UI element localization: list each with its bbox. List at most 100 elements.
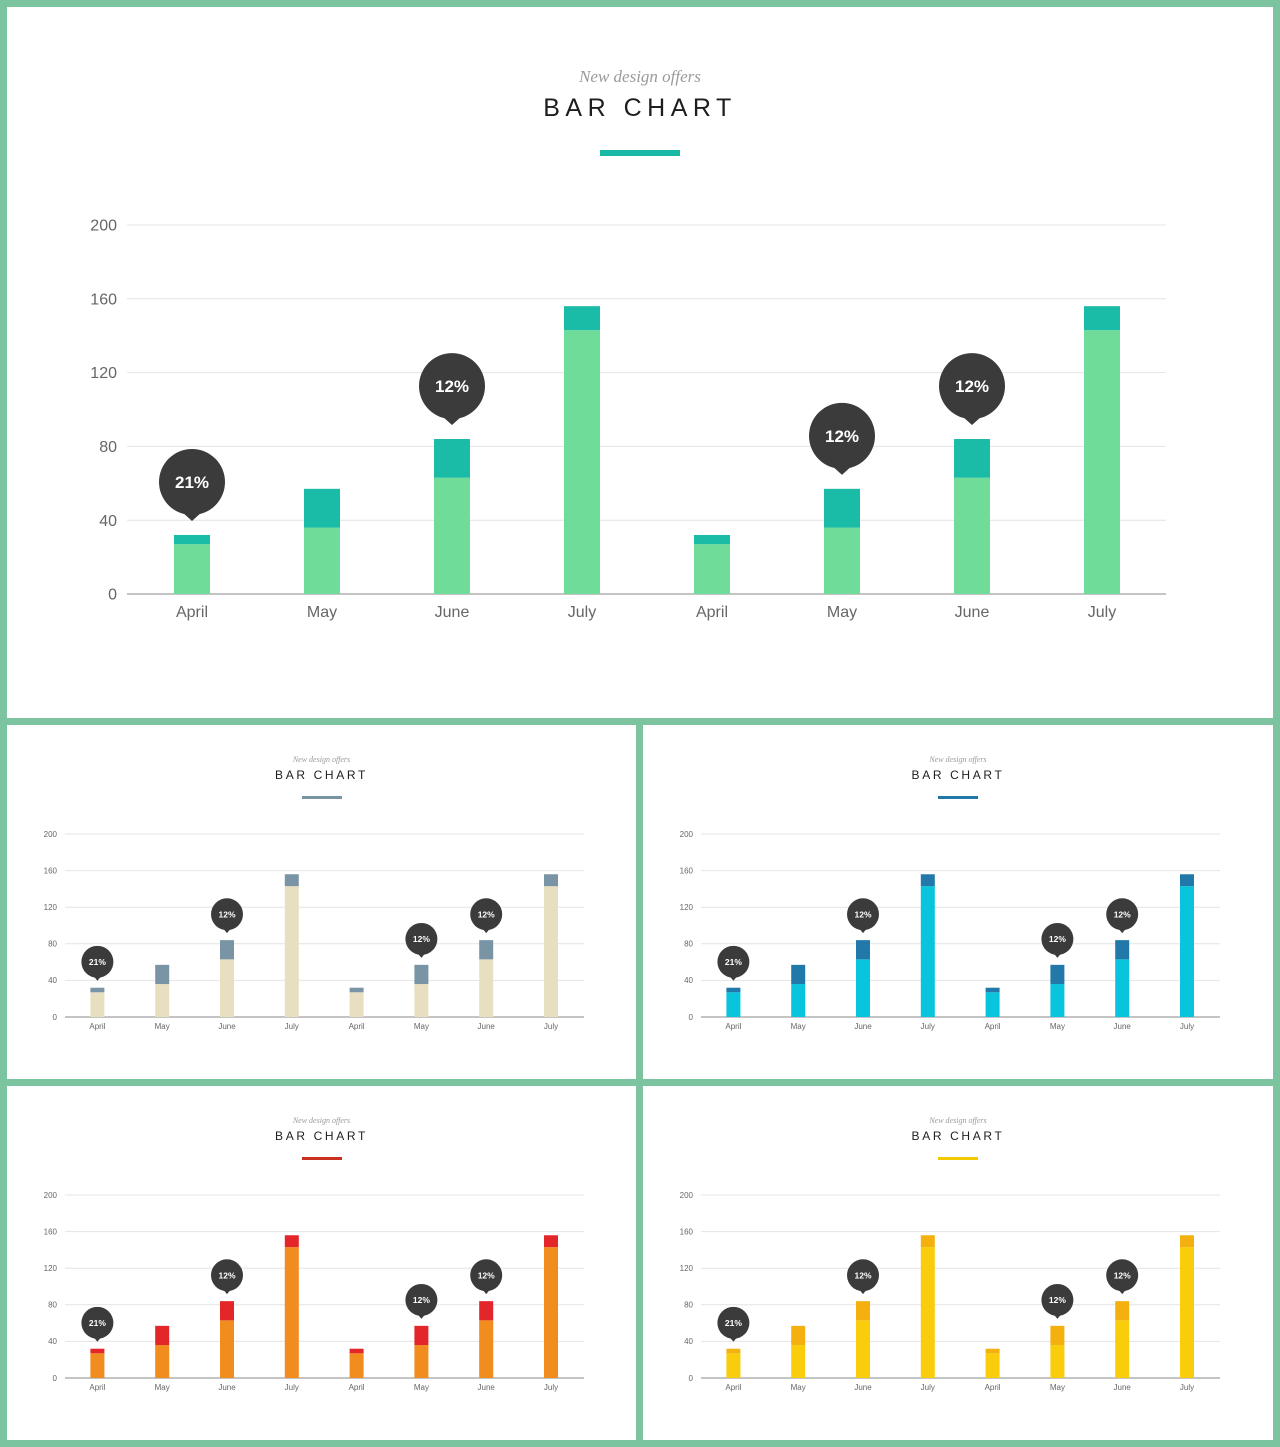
y-tick-label: 200 bbox=[44, 1191, 58, 1200]
y-tick-label: 120 bbox=[680, 903, 694, 912]
bar-base bbox=[1180, 886, 1194, 1017]
x-tick-label: July bbox=[921, 1022, 935, 1031]
bubble-pointer bbox=[1052, 1312, 1063, 1319]
bar-base bbox=[920, 1247, 935, 1378]
annotation-bubble: 12% bbox=[1041, 1283, 1074, 1319]
bar-base bbox=[414, 984, 429, 1017]
bar-base bbox=[856, 959, 870, 1017]
x-tick-label: June bbox=[955, 604, 990, 621]
y-tick-label: 0 bbox=[689, 1013, 694, 1022]
bar-top bbox=[304, 488, 340, 528]
annotation-bubble: 12% bbox=[847, 1259, 879, 1295]
cyan-bar-chart: 0 40 80 120 160 200 April May June July April May Ju… bbox=[680, 830, 1220, 1031]
chart-subtitle: New design offers bbox=[292, 1116, 351, 1125]
bar-top bbox=[1084, 306, 1120, 331]
bar-top bbox=[824, 488, 860, 528]
x-tick-label: May bbox=[791, 1022, 806, 1031]
x-tick-label: April bbox=[89, 1383, 105, 1392]
x-tick-label: July bbox=[568, 604, 596, 621]
annotation-bubble: 21% bbox=[717, 945, 750, 981]
cyan-chart-panel: New design offers BAR CHART 0 40 80 120 160 2… bbox=[643, 725, 1273, 1079]
bar-base bbox=[414, 1345, 429, 1378]
bar-top bbox=[220, 940, 234, 960]
bar-top bbox=[856, 1301, 870, 1321]
title-accent-bar bbox=[600, 150, 680, 156]
y-tick-label: 160 bbox=[44, 1227, 58, 1236]
bubble-label: 12% bbox=[1049, 934, 1066, 944]
bubble-pointer bbox=[92, 974, 103, 981]
bar-top bbox=[284, 874, 299, 887]
bar-top bbox=[349, 987, 364, 993]
bar-top bbox=[90, 1348, 105, 1354]
annotation-bubble: 12% bbox=[419, 353, 485, 426]
x-tick-label: April bbox=[696, 604, 728, 621]
bar-top bbox=[479, 1301, 494, 1321]
title-accent-bar bbox=[301, 796, 342, 799]
bar-base bbox=[726, 1353, 741, 1378]
bubble-label: 12% bbox=[1114, 909, 1131, 919]
bubble-circle bbox=[1106, 1259, 1139, 1292]
bar-top bbox=[1050, 964, 1065, 985]
annotation-bubble: 12% bbox=[211, 898, 243, 934]
bar-top bbox=[284, 1235, 299, 1248]
bar-top bbox=[220, 1301, 234, 1321]
x-tick-label: May bbox=[791, 1383, 806, 1392]
bar-top bbox=[174, 534, 210, 545]
bubble-circle bbox=[470, 1259, 503, 1292]
bubble-circle bbox=[939, 353, 1005, 420]
bar-base bbox=[220, 1320, 234, 1378]
annotation-bubble: 12% bbox=[470, 898, 503, 934]
bar-top bbox=[414, 964, 429, 985]
x-tick-label: April bbox=[985, 1022, 1001, 1031]
bubble-pointer bbox=[1117, 1288, 1127, 1295]
bar-top bbox=[920, 874, 935, 887]
chart-title: BAR CHART bbox=[543, 94, 737, 122]
bubble-circle bbox=[81, 945, 114, 978]
bubble-circle bbox=[211, 1259, 243, 1292]
beige-chart-panel: New design offers BAR CHART 0 40 80 120 160 2… bbox=[7, 725, 636, 1079]
bar-base bbox=[284, 886, 299, 1017]
annotation-bubble: 21% bbox=[159, 449, 225, 521]
y-tick-label: 40 bbox=[684, 1337, 693, 1346]
annotation-bubble: 12% bbox=[1041, 922, 1074, 958]
x-tick-label: April bbox=[349, 1383, 365, 1392]
bar-base bbox=[90, 1353, 105, 1378]
annotation-bubble: 12% bbox=[211, 1259, 243, 1295]
bubble-circle bbox=[717, 1306, 750, 1339]
bubble-pointer bbox=[182, 512, 202, 521]
y-tick-label: 200 bbox=[90, 218, 117, 235]
x-tick-label: May bbox=[155, 1022, 170, 1031]
bar-base bbox=[985, 1353, 1000, 1378]
chart-subtitle: New design offers bbox=[579, 67, 701, 86]
bar-base bbox=[1180, 1247, 1194, 1378]
annotation-bubble: 21% bbox=[81, 945, 114, 981]
x-tick-label: June bbox=[1114, 1383, 1132, 1392]
bubble-pointer bbox=[222, 927, 232, 934]
x-tick-label: June bbox=[854, 1022, 872, 1031]
bubble-label: 21% bbox=[725, 1318, 742, 1328]
y-tick-label: 200 bbox=[44, 830, 58, 839]
bar-base bbox=[694, 544, 730, 594]
bubble-circle bbox=[1041, 1283, 1074, 1316]
x-tick-label: April bbox=[985, 1383, 1001, 1392]
bubble-circle bbox=[470, 898, 503, 931]
x-tick-label: July bbox=[1180, 1383, 1194, 1392]
bubble-pointer bbox=[832, 465, 852, 475]
bar-base bbox=[564, 330, 600, 594]
x-tick-label: July bbox=[285, 1022, 299, 1031]
bubble-pointer bbox=[1117, 927, 1127, 934]
annotation-bubble: 12% bbox=[405, 922, 438, 958]
bar-base bbox=[90, 992, 105, 1017]
chart-title: BAR CHART bbox=[275, 1129, 368, 1143]
bubble-label: 12% bbox=[478, 909, 495, 919]
bubble-pointer bbox=[416, 1312, 427, 1319]
bar-base bbox=[155, 984, 170, 1017]
x-tick-label: June bbox=[218, 1383, 236, 1392]
bubble-circle bbox=[1106, 898, 1139, 931]
annotation-bubble: 12% bbox=[405, 1283, 438, 1319]
bubble-pointer bbox=[416, 951, 427, 958]
x-tick-label: May bbox=[414, 1022, 429, 1031]
y-tick-label: 200 bbox=[680, 1191, 694, 1200]
y-tick-label: 160 bbox=[680, 1227, 694, 1236]
chart-subtitle: New design offers bbox=[929, 755, 987, 764]
